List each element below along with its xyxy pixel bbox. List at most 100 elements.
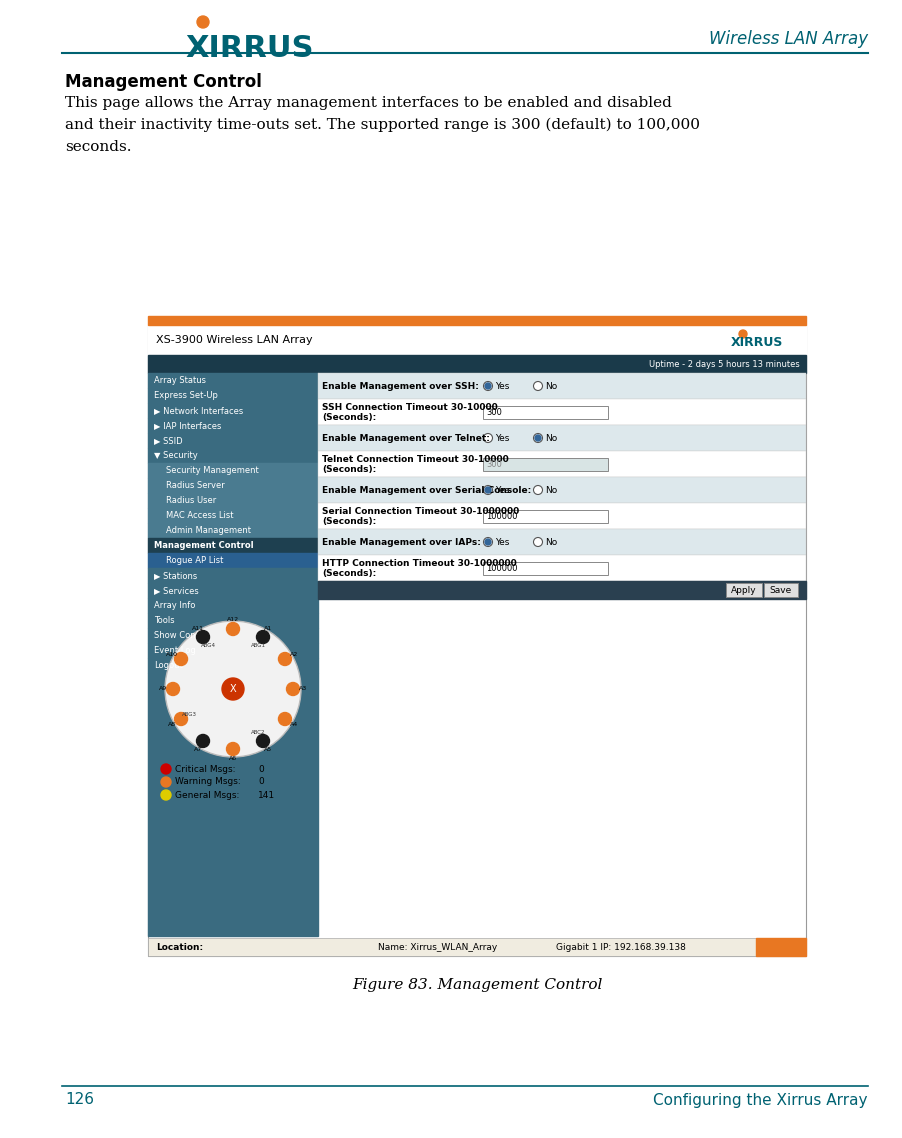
Text: 100000: 100000	[485, 563, 517, 572]
Text: Radius User: Radius User	[166, 496, 216, 505]
Text: Logout: Logout	[154, 661, 182, 670]
Bar	[148, 538, 318, 553]
Text: Warning Msgs:: Warning Msgs:	[175, 777, 241, 786]
Text: 141: 141	[258, 791, 275, 800]
Text: Uptime - 2 days 5 hours 13 minutes: Uptime - 2 days 5 hours 13 minutes	[649, 360, 799, 369]
Text: 100000: 100000	[485, 511, 517, 520]
Text: (Seconds):: (Seconds):	[322, 569, 376, 577]
Bar	[148, 325, 805, 355]
Circle shape	[256, 630, 269, 643]
Bar	[148, 373, 318, 388]
Text: SSH Connection Timeout 30-10000: SSH Connection Timeout 30-10000	[322, 403, 497, 412]
Circle shape	[161, 777, 170, 787]
Bar	[148, 583, 318, 597]
Text: MAC Access List: MAC Access List	[166, 511, 234, 520]
Text: Yes: Yes	[494, 434, 509, 443]
Text: This page allows the Array management interfaces to be enabled and disabled: This page allows the Array management in…	[65, 96, 671, 110]
Circle shape	[484, 487, 491, 493]
Text: A9: A9	[159, 686, 167, 692]
Text: ▶ Network Interfaces: ▶ Network Interfaces	[154, 406, 243, 415]
Text: Apply: Apply	[731, 585, 756, 594]
Bar	[148, 463, 318, 478]
Circle shape	[534, 435, 540, 442]
Circle shape	[161, 790, 170, 800]
Text: Yes: Yes	[494, 537, 509, 546]
Circle shape	[484, 384, 491, 389]
Bar	[148, 597, 318, 613]
Text: ▶ IAP Interfaces: ▶ IAP Interfaces	[154, 421, 221, 430]
Text: (Seconds):: (Seconds):	[322, 517, 376, 526]
Circle shape	[533, 486, 542, 495]
Text: A11: A11	[192, 626, 204, 630]
Bar	[148, 432, 318, 448]
Text: Express Set-Up: Express Set-Up	[154, 391, 217, 399]
Bar	[148, 355, 805, 373]
Bar	[318, 529, 805, 555]
Text: 0: 0	[258, 777, 263, 786]
Text: Enable Management over Serial Console:: Enable Management over Serial Console:	[322, 486, 530, 495]
Bar	[318, 555, 805, 582]
Text: A6: A6	[229, 757, 237, 761]
Bar	[148, 628, 318, 643]
Text: Rogue AP List: Rogue AP List	[166, 556, 223, 564]
Bar	[318, 582, 805, 599]
Text: ABC2: ABC2	[251, 729, 265, 735]
Text: XIRRUS: XIRRUS	[731, 336, 783, 348]
Text: ▶ Services: ▶ Services	[154, 586, 198, 595]
Bar	[148, 325, 805, 956]
Bar	[483, 561, 607, 575]
Text: Wireless LAN Array: Wireless LAN Array	[708, 30, 867, 48]
Text: 300: 300	[485, 407, 502, 417]
Bar	[148, 478, 318, 493]
Text: (Seconds):: (Seconds):	[322, 412, 376, 421]
Text: A3: A3	[299, 686, 307, 692]
Text: Location:: Location:	[156, 942, 203, 951]
Bar	[148, 673, 318, 935]
Text: Security Management: Security Management	[166, 465, 259, 475]
Text: Telnet Connection Timeout 30-10000: Telnet Connection Timeout 30-10000	[322, 454, 508, 463]
Text: Management Control: Management Control	[65, 73, 262, 91]
Bar	[148, 418, 318, 432]
Bar	[318, 451, 805, 477]
Circle shape	[166, 683, 179, 695]
Circle shape	[533, 381, 542, 390]
Bar	[318, 477, 805, 503]
Circle shape	[533, 434, 542, 443]
Circle shape	[286, 683, 299, 695]
Text: Show Config: Show Config	[154, 630, 207, 640]
Text: Critical Msgs:: Critical Msgs:	[175, 765, 235, 774]
Circle shape	[738, 330, 746, 338]
Text: XS-3900 Wireless LAN Array: XS-3900 Wireless LAN Array	[156, 335, 312, 345]
Bar	[148, 523, 318, 538]
Text: A8: A8	[168, 721, 176, 726]
Bar	[755, 938, 805, 956]
Circle shape	[278, 652, 291, 666]
Text: 126: 126	[65, 1092, 94, 1107]
Bar	[148, 403, 318, 418]
Text: ABG3: ABG3	[182, 711, 197, 717]
Circle shape	[533, 537, 542, 546]
Circle shape	[483, 434, 492, 443]
Bar	[483, 510, 607, 522]
Text: Name: Xirrus_WLAN_Array: Name: Xirrus_WLAN_Array	[378, 942, 497, 951]
Circle shape	[483, 537, 492, 546]
Text: 0: 0	[258, 765, 263, 774]
Text: Save: Save	[769, 585, 791, 594]
Text: A10: A10	[166, 651, 179, 657]
Circle shape	[197, 734, 209, 748]
Text: ▼ Security: ▼ Security	[154, 451, 198, 460]
Text: Management Control: Management Control	[154, 541, 253, 550]
Text: A1: A1	[263, 626, 272, 630]
Bar	[318, 399, 805, 424]
Bar	[148, 316, 805, 325]
Bar	[318, 424, 805, 451]
Text: Event Log: Event Log	[154, 646, 196, 655]
Text: Figure 83. Management Control: Figure 83. Management Control	[352, 978, 602, 992]
Circle shape	[174, 712, 188, 726]
Text: and their inactivity time-outs set. The supported range is 300 (default) to 100,: and their inactivity time-outs set. The …	[65, 118, 699, 132]
Bar	[148, 568, 318, 583]
Text: ABG4: ABG4	[200, 643, 216, 649]
Circle shape	[226, 742, 239, 756]
Text: seconds.: seconds.	[65, 140, 132, 154]
Circle shape	[226, 622, 239, 635]
